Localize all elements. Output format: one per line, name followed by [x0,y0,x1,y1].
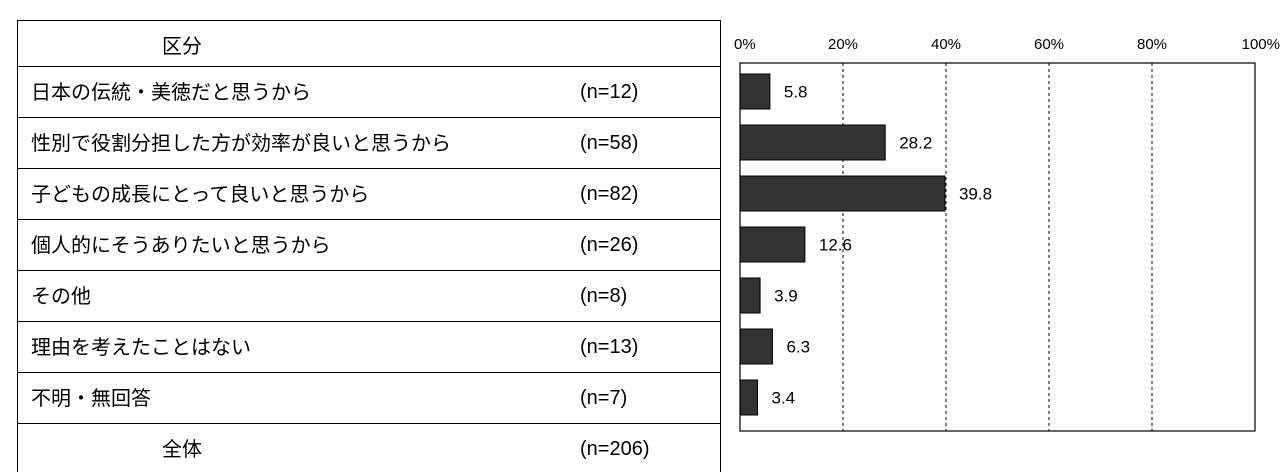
x-tick-label: 20% [828,36,858,53]
row-n: (n=13) [580,336,639,358]
bar [739,124,886,161]
table-header-row: 区分 [17,20,721,71]
bar-value-label: 12.6 [819,236,852,255]
table-total-row: 全体 (n=206) [17,423,721,472]
table-row: 理由を考えたことはない (n=13) [17,321,721,372]
row-n: (n=26) [580,234,639,256]
category-table: 区分 日本の伝統・美徳だと思うから (n=12) 性別で役割分担した方が効率が良… [17,20,721,472]
row-label: 個人的にそうありたいと思うから [31,233,331,257]
row-label: 理由を考えたことはない [31,335,251,359]
bar [739,328,773,365]
bar [739,175,946,212]
row-n: (n=7) [580,387,628,409]
x-tick-label: 40% [931,36,961,53]
total-n: (n=206) [580,438,650,460]
row-label: 性別で役割分担した方が効率が良いと思うから [31,131,451,155]
total-label: 全体 [162,437,202,461]
table-row: 子どもの成長にとって良いと思うから (n=82) [17,168,721,219]
bar-value-label: 39.8 [959,185,992,204]
x-tick-label: 0% [734,36,756,53]
bar [739,379,759,416]
row-n: (n=12) [580,81,639,103]
bar-value-label: 5.8 [784,83,808,102]
x-tick-label: 80% [1137,36,1167,53]
bar [739,73,771,110]
table-row: 不明・無回答 (n=7) [17,372,721,423]
plot-frame [739,62,1256,432]
row-n: (n=8) [580,285,628,307]
table-row: 個人的にそうありたいと思うから (n=26) [17,219,721,270]
row-n: (n=82) [580,183,639,205]
row-label: 日本の伝統・美徳だと思うから [31,80,311,104]
bar-value-label: 3.9 [774,287,798,306]
bar [739,277,761,314]
table-header: 区分 [162,34,202,58]
bar-value-label: 28.2 [899,134,932,153]
table-frame [17,20,721,472]
x-tick-label: 60% [1034,36,1064,53]
bar-value-label: 6.3 [786,338,810,357]
bar-value-label: 3.4 [772,389,796,408]
table-row: その他 (n=8) [17,270,721,321]
row-label: その他 [31,284,91,308]
bar [739,226,806,263]
table-row: 日本の伝統・美徳だと思うから (n=12) [17,66,721,117]
row-n: (n=58) [580,132,639,154]
table-row: 性別で役割分担した方が効率が良いと思うから (n=58) [17,117,721,168]
row-label: 子どもの成長にとって良いと思うから [31,182,370,206]
row-label: 不明・無回答 [31,386,151,410]
x-tick-label: 100% [1242,36,1280,53]
